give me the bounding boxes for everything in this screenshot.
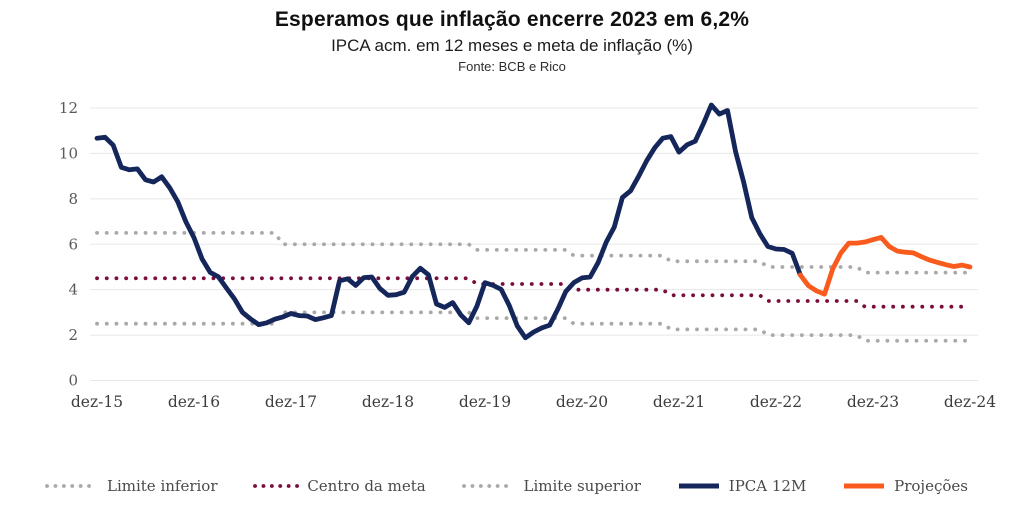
x-tick-label: dez-17	[265, 393, 317, 411]
ipca-12m-line-swatch	[678, 483, 719, 489]
x-tick-label: dez-22	[750, 393, 802, 411]
y-tick-label: 4	[68, 281, 78, 299]
legend-label-limite-inferior: Limite inferior	[107, 477, 218, 495]
series-limite-inferior	[95, 310, 972, 343]
legend-label-ipca-12m: IPCA 12M	[728, 477, 807, 495]
x-tick-label: dez-19	[459, 393, 511, 411]
legend-item-projecoes: Projeções	[841, 477, 968, 495]
legend-item-ipca-12m: IPCA 12M	[676, 477, 807, 495]
x-tick-label: dez-18	[362, 393, 414, 411]
y-tick-label: 6	[68, 235, 78, 253]
x-tick-label: dez-24	[944, 393, 996, 411]
chart-title: Esperamos que inflação encerre 2023 em 6…	[274, 8, 750, 31]
legend-label-centro-da-meta: Centro da meta	[307, 477, 426, 495]
legend: Limite inferior Centro da meta Limite su…	[44, 477, 968, 495]
chart-source: Fonte: BCB e Rico	[458, 59, 566, 74]
x-tick-label: dez-21	[653, 393, 705, 411]
x-tick-label: dez-15	[71, 393, 123, 411]
series-ipca-12m	[94, 102, 803, 341]
x-tick-label: dez-16	[168, 393, 220, 411]
y-tick-label: 8	[68, 190, 78, 208]
y-tick-label: 0	[68, 372, 78, 390]
legend-label-limite-superior: Limite superior	[523, 477, 641, 495]
legend-item-limite-superior: Limite superior	[461, 477, 641, 495]
y-tick-label: 10	[59, 144, 78, 162]
centro-da-meta-line-swatch	[253, 484, 301, 488]
legend-item-limite-inferior: Limite inferior	[44, 477, 218, 495]
limite-inferior-line-swatch	[45, 484, 99, 488]
projecoes-line-swatch	[844, 483, 885, 489]
series-limite-superior	[95, 230, 972, 275]
y-tick-label: 12	[59, 99, 78, 117]
legend-item-centro-da-meta: Centro da meta	[252, 477, 426, 495]
x-tick-label: dez-23	[847, 393, 899, 411]
series-centro-da-meta	[95, 276, 972, 309]
limite-superior-line-swatch	[461, 484, 516, 488]
series-projecoes	[797, 234, 973, 297]
x-tick-label: dez-20	[556, 393, 608, 411]
y-tick-label: 2	[68, 326, 78, 344]
chart-header: Esperamos que inflação encerre 2023 em 6…	[0, 8, 1024, 74]
legend-label-projecoes: Projeções	[894, 477, 968, 495]
chart-subtitle: IPCA acm. em 12 meses e meta de inflação…	[331, 36, 693, 55]
